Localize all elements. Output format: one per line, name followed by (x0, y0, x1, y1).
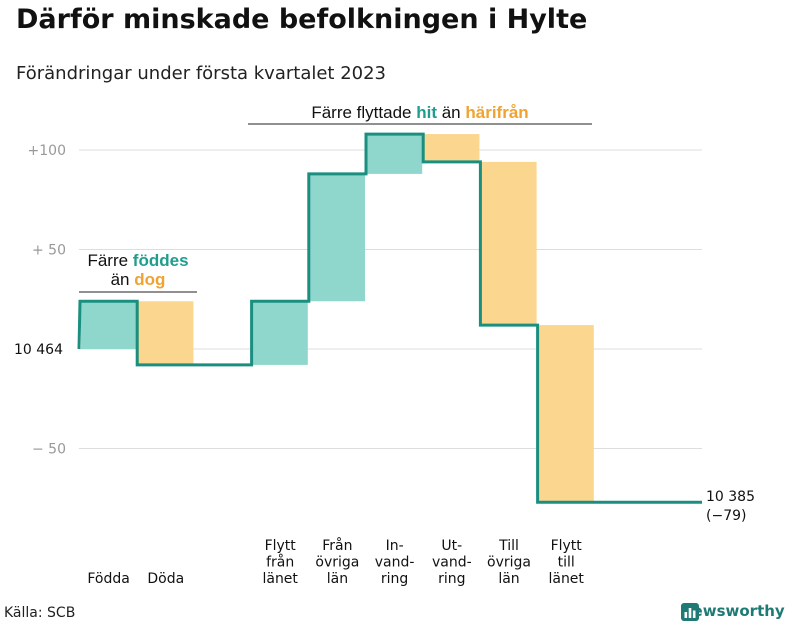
newsworthy-logo-text: Newsworthy (680, 602, 785, 620)
y-tick-label: +100 (28, 143, 66, 159)
category-label: Från övriga län (315, 537, 359, 587)
bar-outflow (538, 325, 594, 503)
category-label: Flytt från länet (262, 538, 298, 587)
newsworthy-logo: Newsworthy (680, 602, 785, 621)
category-labels: Födda Döda Flytt från länet Från övriga län In-v… (87, 537, 584, 587)
y-tick-label: − 50 (32, 442, 66, 458)
axis-labels: +100 + 50 − 50 10 464 10 385 (−79) (14, 143, 755, 524)
bars (81, 134, 594, 503)
bar-inflow (252, 301, 308, 365)
baseline-label: 10 464 (14, 342, 63, 358)
category-label: Till övriga län (487, 538, 531, 587)
gridlines (79, 149, 702, 449)
category-label: Döda (147, 571, 184, 587)
category-label: In-vand-ring (375, 538, 415, 587)
chart-title: Därför minskade befolkningen i Hylte (16, 4, 588, 35)
bar-inflow (367, 134, 423, 174)
bar-outflow (138, 301, 194, 365)
y-tick-label: + 50 (32, 243, 66, 259)
births-annotation-line1: Färre föddes (87, 251, 188, 270)
newsworthy-logo-icon (681, 603, 699, 621)
bar-inflow (309, 173, 365, 302)
cumulative-line (77, 132, 702, 504)
annotations: Färre föddes än dog Färre flyttade hit ä… (79, 103, 592, 293)
births-annotation-line2: än dog (111, 270, 166, 289)
category-label: Ut-vand-ring (432, 538, 472, 587)
end-change-label: (−79) (706, 508, 746, 524)
chart-subtitle: Förändringar under första kvartalet 2023 (16, 63, 387, 84)
category-label: Flytt till länet (548, 538, 584, 587)
bar-outflow (424, 134, 480, 162)
category-label: Födda (87, 571, 129, 587)
bar-outflow (481, 161, 537, 326)
source-note: Källa: SCB (4, 605, 76, 621)
end-value-label: 10 385 (706, 489, 755, 505)
bar-inflow (81, 301, 137, 349)
cumulative-step-line (77, 132, 702, 504)
moves-annotation: Färre flyttade hit än härifrån (311, 103, 528, 122)
